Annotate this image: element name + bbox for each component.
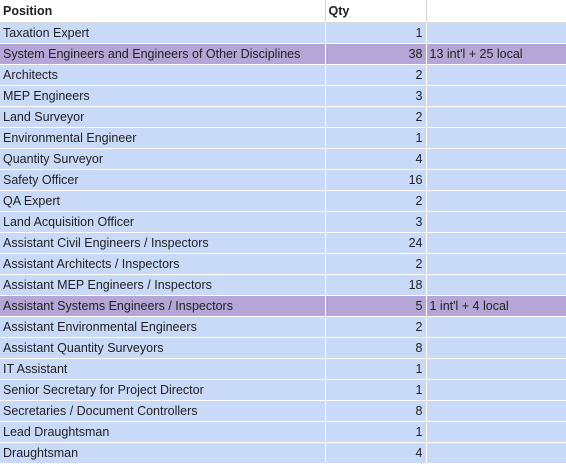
cell-note[interactable]	[426, 316, 566, 338]
cell-qty[interactable]: 2	[325, 253, 427, 275]
cell-note[interactable]	[426, 190, 566, 212]
cell-position[interactable]: Land Surveyor	[0, 106, 326, 128]
cell-position[interactable]: Assistant Quantity Surveyors	[0, 337, 326, 359]
cell-note[interactable]	[426, 22, 566, 44]
cell-qty[interactable]: 3	[325, 85, 427, 107]
table-row: Safety Officer 16	[0, 169, 566, 191]
cell-qty[interactable]: 2	[325, 316, 427, 338]
table-row: Assistant Environmental Engineers 2	[0, 316, 566, 338]
cell-position[interactable]: Land Acquisition Officer	[0, 211, 326, 233]
table-row: IT Assistant 1	[0, 358, 566, 380]
cell-qty[interactable]: 8	[325, 337, 427, 359]
cell-note[interactable]	[426, 169, 566, 191]
cell-note[interactable]	[426, 337, 566, 359]
table-row: Assistant MEP Engineers / Inspectors 18	[0, 274, 566, 296]
table-row: Draughtsman 4	[0, 442, 566, 464]
cell-note[interactable]	[426, 106, 566, 128]
cell-note[interactable]	[426, 442, 566, 464]
cell-position[interactable]: MEP Engineers	[0, 85, 326, 107]
cell-position[interactable]: Environmental Engineer	[0, 127, 326, 149]
table-row: System Engineers and Engineers of Other …	[0, 43, 566, 65]
table-row: Assistant Quantity Surveyors 8	[0, 337, 566, 359]
cell-note[interactable]	[426, 85, 566, 107]
cell-position[interactable]: Senior Secretary for Project Director	[0, 379, 326, 401]
cell-note[interactable]	[426, 127, 566, 149]
cell-position[interactable]: Lead Draughtsman	[0, 421, 326, 443]
cell-qty[interactable]: 2	[325, 106, 427, 128]
cell-qty[interactable]: 1	[325, 22, 427, 44]
cell-position[interactable]: Secretaries / Document Controllers	[0, 400, 326, 422]
cell-position[interactable]: QA Expert	[0, 190, 326, 212]
cell-note[interactable]	[426, 148, 566, 170]
cell-qty[interactable]: 5	[325, 295, 427, 317]
table-row: Lead Draughtsman 1	[0, 421, 566, 443]
cell-note[interactable]: 1 int'l + 4 local	[426, 295, 566, 317]
cell-qty[interactable]: 1	[325, 379, 427, 401]
table-row: Land Surveyor 2	[0, 106, 566, 128]
cell-note[interactable]	[426, 253, 566, 275]
cell-qty[interactable]: 18	[325, 274, 427, 296]
cell-position[interactable]: Architects	[0, 64, 326, 86]
table-row: Assistant Architects / Inspectors 2	[0, 253, 566, 275]
header-row: Position Qty	[0, 0, 566, 23]
table-row: Assistant Systems Engineers / Inspectors…	[0, 295, 566, 317]
cell-note[interactable]: 13 int'l + 25 local	[426, 43, 566, 65]
column-header-note[interactable]	[426, 0, 566, 23]
table-row: Secretaries / Document Controllers 8	[0, 400, 566, 422]
cell-qty[interactable]: 1	[325, 127, 427, 149]
cell-note[interactable]	[426, 211, 566, 233]
cell-position[interactable]: Safety Officer	[0, 169, 326, 191]
cell-position[interactable]: Assistant Systems Engineers / Inspectors	[0, 295, 326, 317]
cell-qty[interactable]: 2	[325, 64, 427, 86]
table-body: Taxation Expert 1 System Engineers and Eng…	[0, 22, 566, 464]
cell-qty[interactable]: 24	[325, 232, 427, 254]
cell-qty[interactable]: 3	[325, 211, 427, 233]
column-header-qty[interactable]: Qty	[325, 0, 427, 23]
table-row: QA Expert 2	[0, 190, 566, 212]
cell-qty[interactable]: 38	[325, 43, 427, 65]
table-row: MEP Engineers 3	[0, 85, 566, 107]
cell-note[interactable]	[426, 400, 566, 422]
cell-position[interactable]: Assistant Architects / Inspectors	[0, 253, 326, 275]
cell-qty[interactable]: 1	[325, 358, 427, 380]
cell-position[interactable]: Taxation Expert	[0, 22, 326, 44]
cell-qty[interactable]: 8	[325, 400, 427, 422]
cell-position[interactable]: Quantity Surveyor	[0, 148, 326, 170]
cell-note[interactable]	[426, 379, 566, 401]
cell-qty[interactable]: 16	[325, 169, 427, 191]
cell-position[interactable]: System Engineers and Engineers of Other …	[0, 43, 326, 65]
table-row: Assistant Civil Engineers / Inspectors 24	[0, 232, 566, 254]
cell-position[interactable]: Assistant Civil Engineers / Inspectors	[0, 232, 326, 254]
cell-position[interactable]: Assistant MEP Engineers / Inspectors	[0, 274, 326, 296]
cell-qty[interactable]: 4	[325, 442, 427, 464]
cell-note[interactable]	[426, 232, 566, 254]
cell-note[interactable]	[426, 274, 566, 296]
column-header-position[interactable]: Position	[0, 0, 326, 23]
table-row: Environmental Engineer 1	[0, 127, 566, 149]
cell-note[interactable]	[426, 358, 566, 380]
cell-position[interactable]: Draughtsman	[0, 442, 326, 464]
cell-qty[interactable]: 1	[325, 421, 427, 443]
table-row: Quantity Surveyor 4	[0, 148, 566, 170]
cell-qty[interactable]: 2	[325, 190, 427, 212]
table-row: Land Acquisition Officer 3	[0, 211, 566, 233]
cell-qty[interactable]: 4	[325, 148, 427, 170]
table-row: Architects 2	[0, 64, 566, 86]
cell-position[interactable]: IT Assistant	[0, 358, 326, 380]
table-row: Senior Secretary for Project Director 1	[0, 379, 566, 401]
cell-note[interactable]	[426, 421, 566, 443]
cell-position[interactable]: Assistant Environmental Engineers	[0, 316, 326, 338]
cell-note[interactable]	[426, 64, 566, 86]
table-row: Taxation Expert 1	[0, 22, 566, 44]
